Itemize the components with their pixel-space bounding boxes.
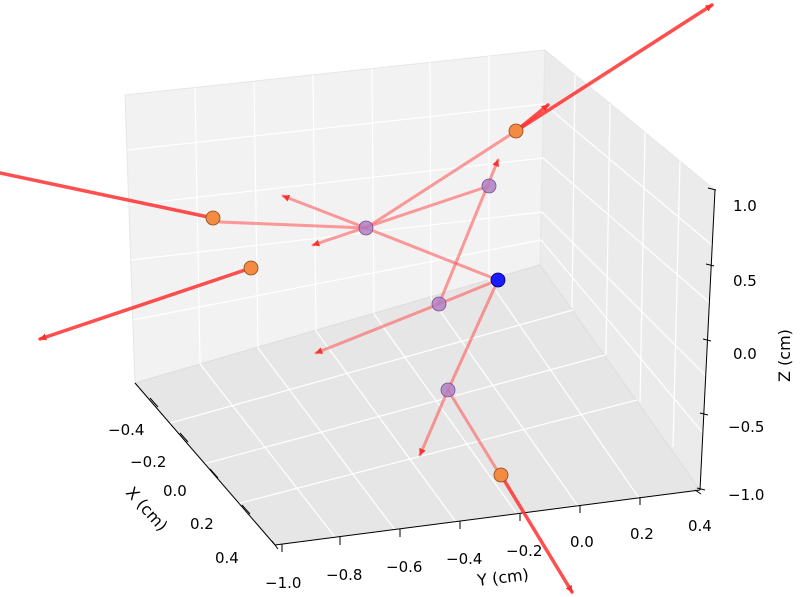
x-tick-labels: −0.4 −0.2 0.0 0.2 0.4 (108, 421, 239, 567)
x-tick-label: 0.4 (215, 549, 239, 567)
y-axis-line (274, 489, 701, 546)
photon-path-arrow (311, 184, 491, 247)
tick-marks (149, 187, 717, 552)
scatter-point (431, 296, 447, 312)
pane (124, 48, 716, 546)
photon-path-arrow (281, 194, 368, 230)
photon-path-arrow (437, 278, 500, 306)
escape-arrow (499, 473, 574, 594)
detection-point (508, 123, 524, 139)
y-tick-label: 0.2 (630, 525, 654, 543)
x-tick-label: 0.0 (163, 482, 187, 500)
y-tick-label: −0.8 (326, 566, 362, 584)
grid (126, 56, 714, 538)
y-tick-label: −0.6 (386, 558, 422, 576)
y-tick-label: 0.0 (570, 533, 594, 551)
x-tick-label: 0.2 (190, 515, 214, 533)
escape-arrow (38, 266, 253, 341)
scatter-point (440, 382, 456, 398)
z-tick-label: 1.0 (733, 197, 757, 215)
photon-path-arrow (364, 226, 500, 282)
y-tick-labels: −1.0 −0.8 −0.6 −0.4 −0.2 0.0 0.2 0.4 (265, 517, 712, 592)
x-axis-line (134, 382, 276, 546)
z-tick-label: −1.0 (728, 486, 764, 504)
y-tick-label: −0.2 (506, 542, 542, 560)
y-tick-label: −1.0 (265, 574, 301, 592)
z-axis-label: Z (cm) (775, 329, 794, 382)
detection-point (243, 260, 259, 276)
escape-arrow (0, 171, 215, 220)
photon-path-arrow (446, 388, 502, 477)
z-tick-labels: −1.0 −0.5 0.0 0.5 1.0 (728, 197, 764, 504)
photon-path-arrow (364, 131, 515, 230)
scatter-point (358, 220, 374, 236)
photon-path-arrow (446, 278, 500, 392)
scatter-point (481, 178, 497, 194)
y-tick-label: 0.4 (688, 517, 712, 535)
points (205, 123, 524, 483)
photon-path-arrow (418, 388, 450, 457)
photon-path-arrow (218, 220, 368, 230)
x-tick-label: −0.4 (108, 421, 144, 439)
z-tick-label: 0.5 (733, 272, 757, 290)
photon-path-arrow (314, 302, 441, 355)
z-tick-label: 0.0 (733, 345, 757, 363)
y-axis-label: Y (cm) (475, 565, 530, 590)
y-tick-label: −0.4 (446, 550, 482, 568)
detection-point (205, 210, 221, 226)
z-tick-label: −0.5 (728, 418, 764, 436)
escape-arrow (514, 3, 714, 133)
source-point (490, 272, 506, 288)
detection-point (493, 467, 509, 483)
x-tick-label: −0.2 (130, 453, 166, 471)
